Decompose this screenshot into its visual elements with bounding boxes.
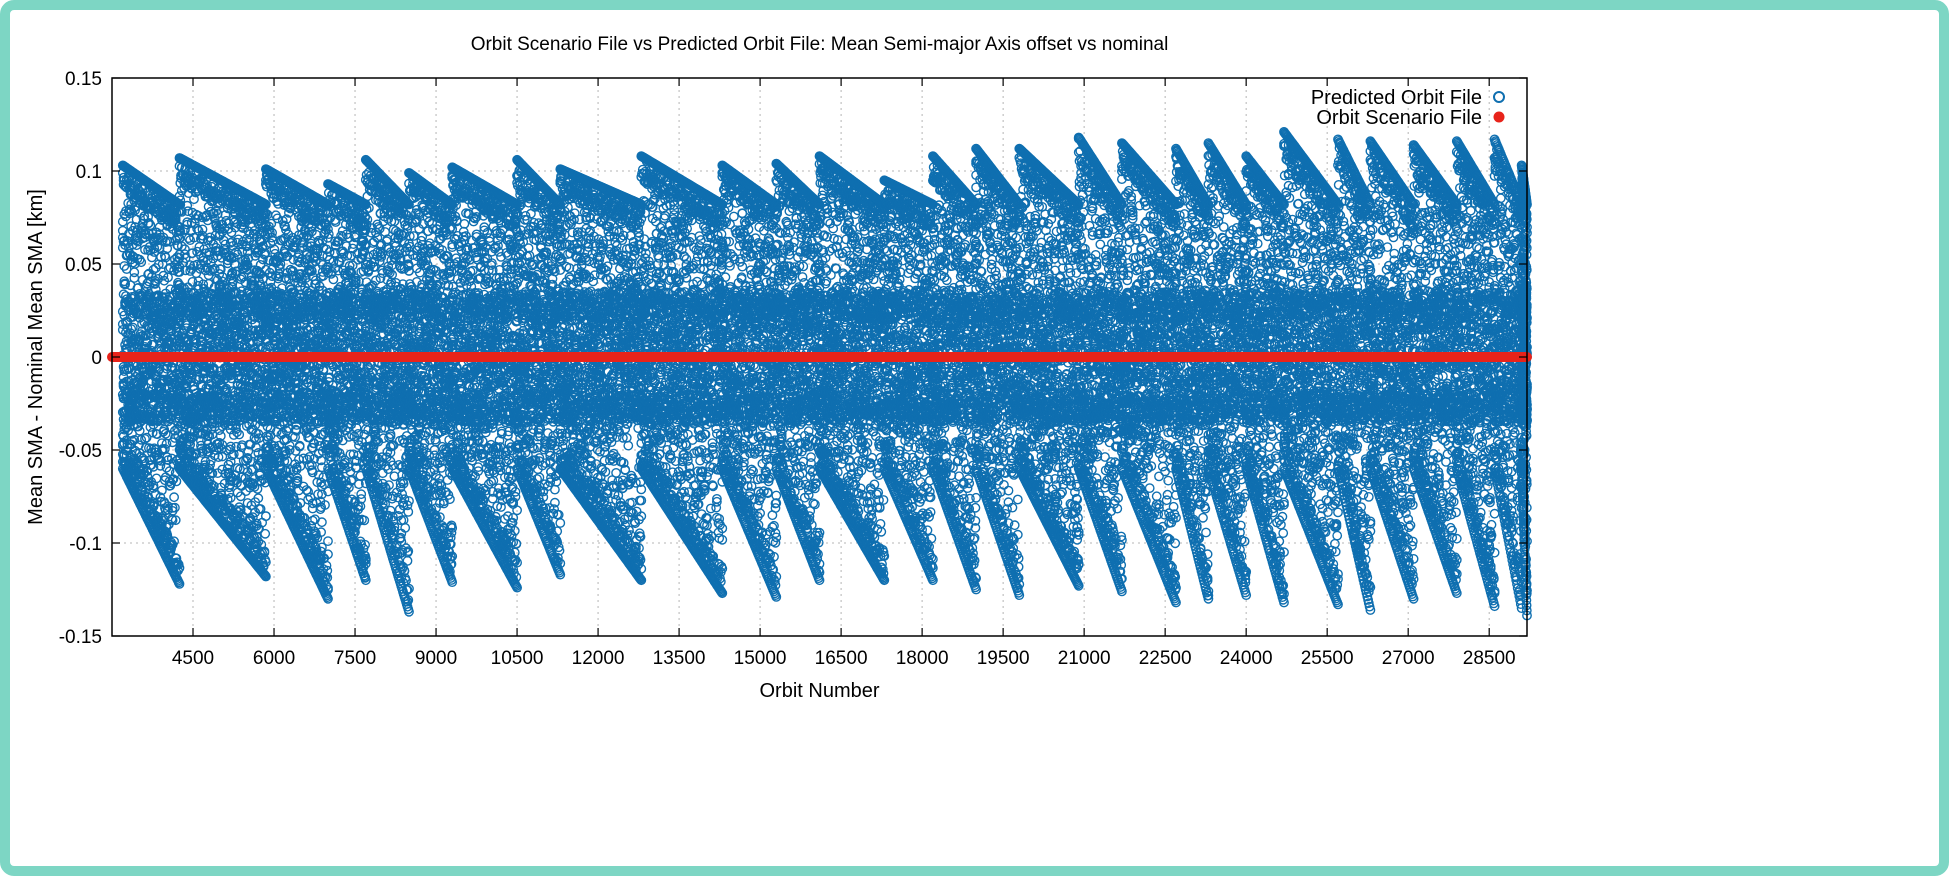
data-point (124, 208, 135, 219)
data-point (316, 517, 327, 528)
data-point (123, 364, 134, 374)
data-point (127, 322, 138, 333)
data-point (122, 323, 133, 333)
data-point (126, 324, 137, 334)
data-point (260, 511, 271, 521)
data-point (120, 278, 131, 289)
data-point (129, 267, 140, 278)
data-point (122, 238, 133, 249)
predicted-orbit-series (117, 126, 1532, 621)
data-point (134, 254, 145, 265)
data-point (260, 528, 271, 539)
data-point (125, 328, 136, 339)
data-point (130, 234, 141, 245)
data-point (130, 205, 141, 216)
data-point (136, 257, 147, 268)
data-point (323, 536, 333, 546)
data-point (119, 261, 130, 271)
data-point (136, 434, 147, 445)
data-point (119, 235, 130, 246)
data-point (145, 220, 156, 231)
data-point (124, 204, 135, 215)
data-point (169, 492, 180, 503)
